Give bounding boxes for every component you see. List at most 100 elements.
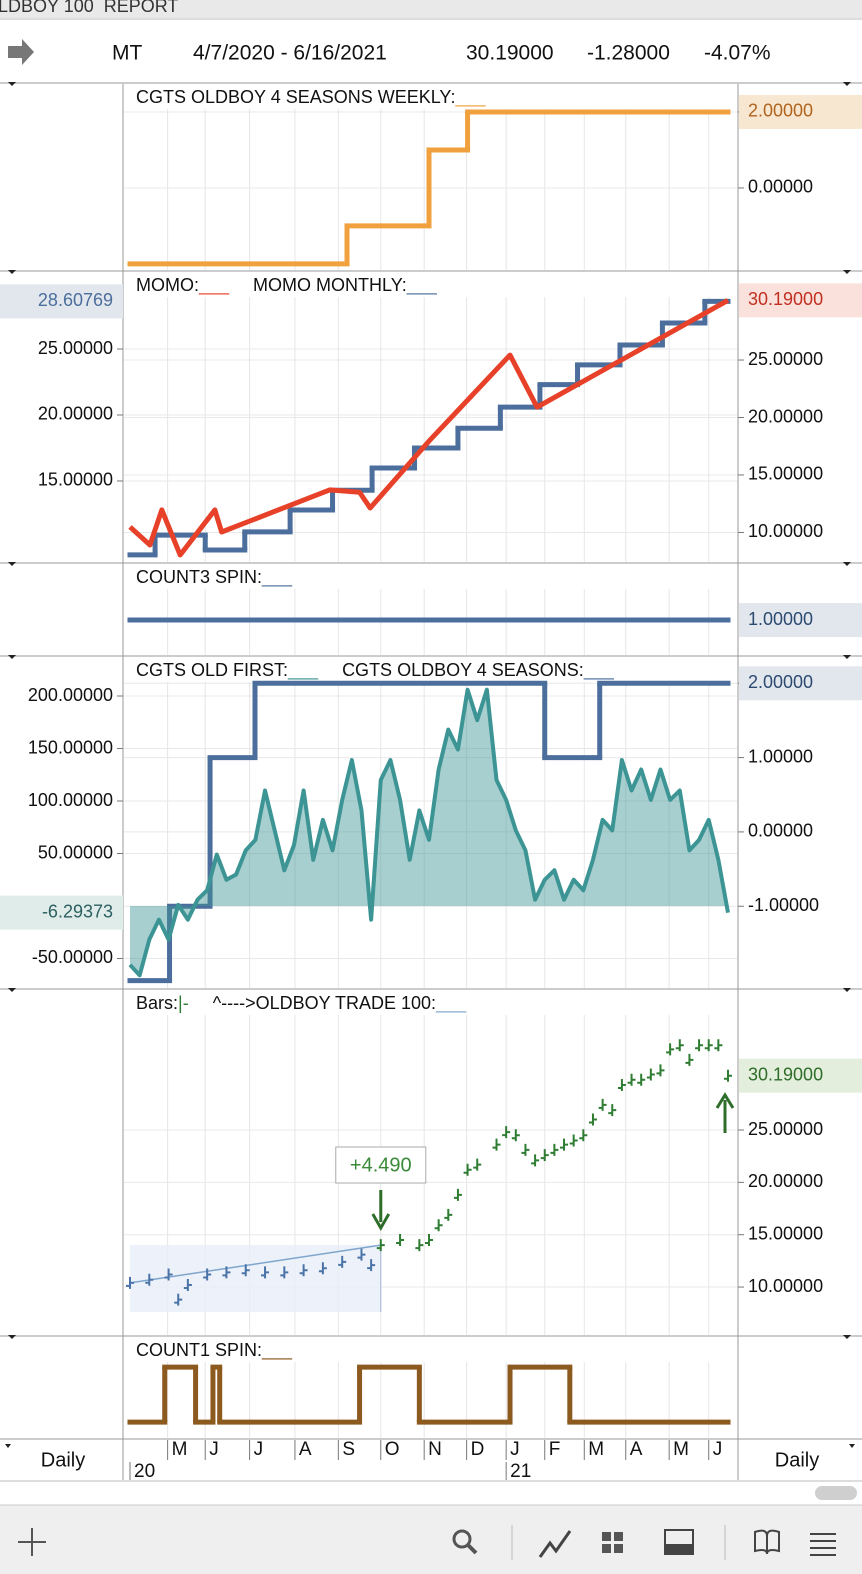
book-button[interactable] bbox=[754, 1529, 780, 1555]
interval-right[interactable]: Daily bbox=[775, 1449, 819, 1471]
legend-marker: |- bbox=[178, 993, 189, 1013]
price-bar bbox=[540, 1149, 549, 1162]
price-bar bbox=[588, 1113, 597, 1126]
price-bar bbox=[598, 1098, 607, 1111]
price-bar bbox=[203, 1268, 212, 1281]
y2-tick-label: 20.00000 bbox=[748, 406, 823, 426]
price-bar bbox=[627, 1073, 636, 1086]
legend-name: CGTS OLDBOY 4 SEASONS WEEKLY: bbox=[136, 87, 455, 107]
interval-left[interactable]: Daily bbox=[41, 1449, 85, 1471]
value-badge-label: 30.19000 bbox=[748, 1064, 823, 1084]
value-badge-label: 2.00000 bbox=[748, 101, 813, 121]
y-tick-label: 25.00000 bbox=[38, 338, 113, 358]
scrollbar[interactable] bbox=[815, 1486, 857, 1500]
price-bar bbox=[521, 1143, 530, 1156]
title-bar bbox=[0, 0, 862, 18]
date-range: 4/7/2020 - 6/16/2021 bbox=[193, 42, 387, 65]
legend-name: CGTS OLD FIRST: bbox=[136, 660, 288, 680]
legend-marker: ___ bbox=[454, 87, 486, 108]
annotation-label: +4.490 bbox=[350, 1154, 412, 1176]
add-button[interactable] bbox=[18, 1528, 46, 1556]
price-bar bbox=[637, 1073, 646, 1086]
selection-shade bbox=[130, 1245, 381, 1312]
x-tick-label: A bbox=[299, 1439, 312, 1460]
x-tick-label: J bbox=[254, 1439, 264, 1460]
legend-name: ^---->OLDBOY TRADE 100: bbox=[213, 993, 436, 1013]
panel-button[interactable] bbox=[664, 1529, 694, 1555]
search-button[interactable] bbox=[452, 1529, 478, 1555]
price-bar bbox=[704, 1039, 713, 1052]
price-bar bbox=[560, 1138, 569, 1151]
price-bar bbox=[183, 1278, 192, 1291]
grid-button[interactable] bbox=[602, 1532, 623, 1553]
x-tick-label: S bbox=[342, 1439, 355, 1460]
y2-tick-label: 15.00000 bbox=[748, 1223, 823, 1243]
annotation-arrow bbox=[371, 1190, 391, 1232]
price-bar bbox=[473, 1158, 482, 1171]
x-tick-label: M bbox=[172, 1439, 188, 1460]
y-tick-label: 100.00000 bbox=[28, 790, 113, 810]
legend-marker: ___ bbox=[198, 275, 230, 296]
chart-button[interactable] bbox=[538, 1530, 572, 1558]
y-tick-label: 150.00000 bbox=[28, 737, 113, 757]
price-bar bbox=[318, 1262, 327, 1275]
price-bar bbox=[695, 1039, 704, 1052]
value-badge bbox=[0, 895, 123, 930]
signal-arrow bbox=[715, 1092, 735, 1133]
price-bar bbox=[502, 1126, 511, 1139]
y2-tick-label: 15.00000 bbox=[748, 464, 823, 484]
report-title: LDBOY 100 REPORT bbox=[0, 0, 178, 16]
legend-name: COUNT3 SPIN: bbox=[136, 567, 262, 587]
legend-marker: ___ bbox=[406, 275, 438, 296]
value-badge bbox=[739, 1058, 862, 1093]
price-bar bbox=[608, 1104, 617, 1117]
toolbar bbox=[0, 1505, 862, 1574]
price-bar bbox=[579, 1129, 588, 1142]
y2-tick-label: 10.00000 bbox=[748, 521, 823, 541]
price-bar bbox=[396, 1233, 405, 1246]
price-bar bbox=[666, 1043, 675, 1056]
price-bar bbox=[434, 1219, 443, 1232]
legend-marker: ___ bbox=[287, 660, 319, 681]
price-bar bbox=[714, 1039, 723, 1052]
x-tick-label: N bbox=[428, 1439, 442, 1460]
y-tick-label: -50.00000 bbox=[32, 947, 113, 967]
y2-tick-label: 25.00000 bbox=[748, 1119, 823, 1139]
x-tick-label: O bbox=[385, 1439, 400, 1460]
value-badge-label: 1.00000 bbox=[748, 609, 813, 629]
price-bar bbox=[241, 1264, 250, 1277]
y2-tick-label: 20.00000 bbox=[748, 1171, 823, 1191]
value-badge-label: -6.29373 bbox=[42, 901, 113, 921]
legend-marker: ___ bbox=[435, 993, 467, 1014]
legend-marker: ___ bbox=[261, 1340, 293, 1361]
price-change: -1.28000 bbox=[587, 42, 670, 65]
y-tick-label: 15.00000 bbox=[38, 470, 113, 490]
year-label: 20 bbox=[134, 1461, 155, 1482]
symbol[interactable]: MT bbox=[112, 42, 142, 65]
legend-name: COUNT1 SPIN: bbox=[136, 1340, 262, 1360]
y-tick-label: 200.00000 bbox=[28, 685, 113, 705]
menu-button[interactable] bbox=[810, 1533, 836, 1556]
price-bar bbox=[222, 1266, 231, 1279]
x-tick-label: J bbox=[713, 1439, 723, 1460]
legend-marker: ___ bbox=[583, 660, 615, 681]
arrow-icon[interactable] bbox=[8, 39, 34, 65]
line bbox=[129, 1244, 381, 1284]
price-bar bbox=[724, 1069, 732, 1082]
legend-name: Bars: bbox=[136, 993, 178, 1013]
y2-tick-label: 0.00000 bbox=[748, 177, 813, 197]
price-bar bbox=[511, 1129, 520, 1142]
line bbox=[128, 298, 730, 558]
price-bar bbox=[299, 1264, 308, 1277]
y2-tick-label: -1.00000 bbox=[748, 895, 819, 915]
price-bar bbox=[550, 1143, 559, 1156]
y2-tick-label: 25.00000 bbox=[748, 349, 823, 369]
price-bar bbox=[453, 1188, 462, 1201]
price-bar bbox=[531, 1154, 540, 1167]
price-bar bbox=[675, 1039, 684, 1052]
price-bar bbox=[126, 1276, 134, 1289]
price-bar bbox=[444, 1208, 453, 1221]
price-bar bbox=[685, 1053, 694, 1066]
value-badge bbox=[739, 603, 862, 638]
price-bar bbox=[617, 1079, 626, 1092]
